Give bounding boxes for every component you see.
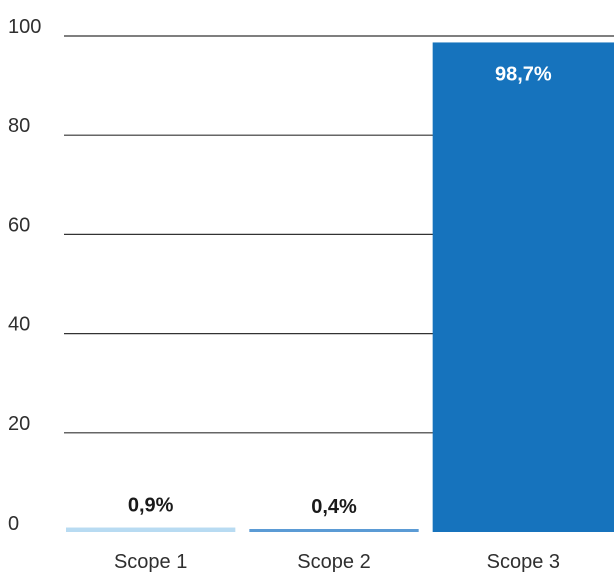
value-label-scope-2: 0,4% bbox=[311, 496, 357, 518]
y-tick-label-100: 100 bbox=[8, 16, 41, 38]
category-label-scope-3: Scope 3 bbox=[487, 551, 560, 573]
y-tick-label-40: 40 bbox=[8, 314, 30, 336]
y-tick-label-0: 0 bbox=[8, 513, 19, 535]
category-label-scope-1: Scope 1 bbox=[114, 551, 187, 573]
y-tick-label-80: 80 bbox=[8, 115, 30, 137]
y-tick-label-20: 20 bbox=[8, 413, 30, 435]
labels: 0 20 40 60 80 100 0,9% Scope 1 0,4% Scope 2 98,7% S… bbox=[8, 16, 560, 573]
y-tick-label-60: 60 bbox=[8, 214, 30, 236]
bars bbox=[66, 42, 614, 532]
category-label-scope-2: Scope 2 bbox=[297, 551, 370, 573]
bar-scope-1 bbox=[66, 527, 236, 532]
value-label-scope-1: 0,9% bbox=[128, 495, 174, 517]
bar-scope-3 bbox=[432, 42, 614, 532]
bar-scope-2 bbox=[249, 529, 419, 532]
value-label-scope-3: 98,7% bbox=[495, 63, 552, 85]
